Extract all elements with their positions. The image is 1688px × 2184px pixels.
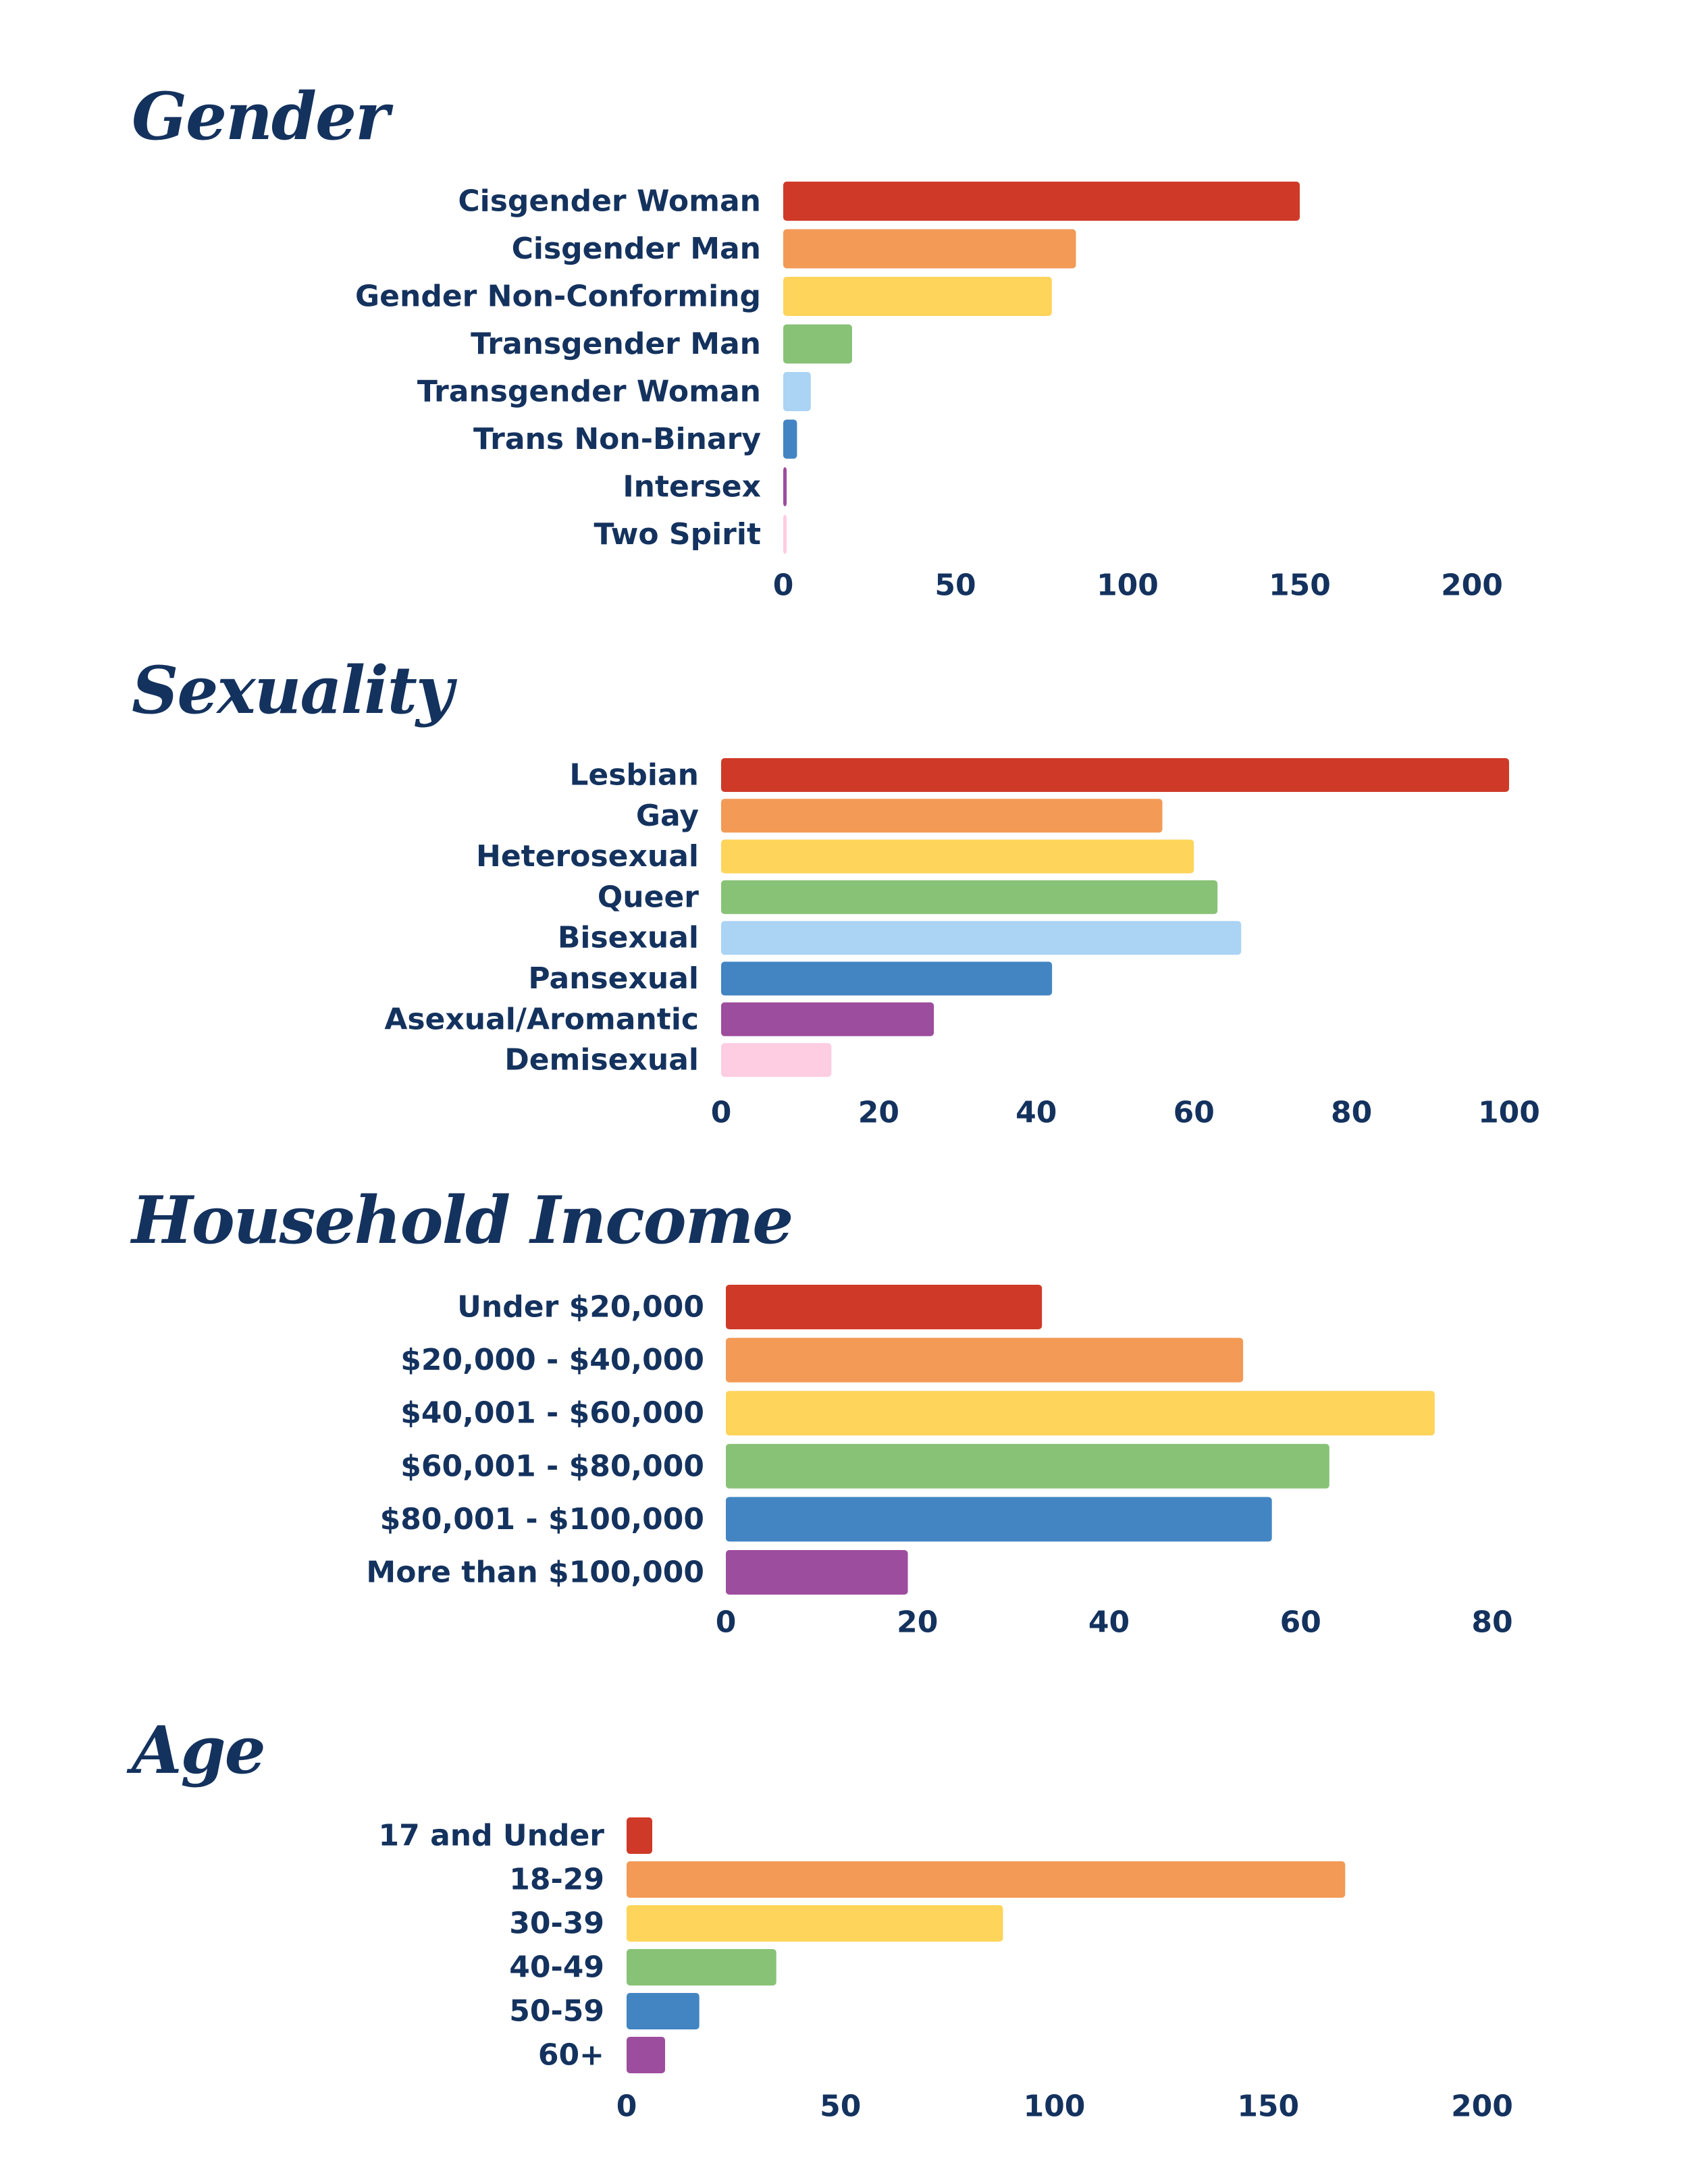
bar-income-4 (726, 1497, 1272, 1542)
bar-sexuality-6 (721, 1002, 934, 1036)
category-label: Queer (598, 880, 699, 914)
bar-income-2 (726, 1391, 1435, 1436)
category-label: Gay (636, 799, 699, 833)
bar-sexuality-1 (721, 799, 1163, 833)
category-label: Pansexual (528, 961, 699, 996)
category-label: 40-49 (509, 1950, 604, 1985)
x-tick-label: 40 (1016, 1096, 1057, 1130)
bar-gender-6 (783, 467, 787, 506)
age-title: Age (132, 1712, 266, 1788)
income-title: Household Income (132, 1182, 793, 1258)
bar-age-5 (627, 2037, 666, 2073)
bar-sexuality-5 (721, 961, 1053, 996)
x-tick-label: 0 (716, 1605, 737, 1640)
category-label: $60,001 - $80,000 (400, 1449, 704, 1483)
x-tick-label: 80 (1471, 1605, 1512, 1640)
x-tick-label: 200 (1441, 568, 1503, 603)
bar-gender-7 (783, 514, 787, 554)
x-tick-label: 20 (897, 1605, 938, 1640)
bar-age-1 (627, 1861, 1346, 1898)
x-tick-label: 60 (1173, 1096, 1215, 1130)
bar-income-3 (726, 1443, 1329, 1489)
category-label: Heterosexual (476, 839, 699, 874)
bar-age-2 (627, 1905, 1003, 1942)
bar-gender-5 (783, 419, 797, 459)
category-label: 18-29 (509, 1863, 604, 1897)
bar-age-4 (627, 1993, 700, 2029)
x-tick-label: 60 (1280, 1605, 1321, 1640)
bar-age-3 (627, 1949, 776, 1986)
category-label: 30-39 (509, 1907, 604, 1941)
x-tick-label: 0 (711, 1096, 732, 1130)
bar-income-5 (726, 1550, 908, 1595)
x-tick-label: 100 (1478, 1096, 1540, 1130)
bar-gender-1 (783, 229, 1076, 269)
bar-gender-0 (783, 182, 1300, 221)
category-label: 17 and Under (379, 1819, 605, 1853)
bar-gender-4 (783, 372, 811, 411)
bar-sexuality-4 (721, 921, 1242, 955)
category-label: Transgender Man (471, 327, 761, 361)
category-label: Intersex (623, 470, 761, 504)
x-tick-label: 20 (858, 1096, 899, 1130)
category-label: $20,000 - $40,000 (400, 1343, 704, 1377)
x-tick-label: 150 (1269, 568, 1331, 603)
income-chart: Under $20,000 $20,000 - $40,000 $40,001 - … (366, 1285, 1513, 1640)
x-tick-label: 50 (934, 568, 976, 603)
category-label: Gender Non-Conforming (355, 279, 761, 314)
x-tick-label: 200 (1451, 2089, 1513, 2124)
category-label: Transgender Woman (417, 375, 761, 409)
category-label: Bisexual (558, 921, 699, 955)
x-tick-label: 80 (1331, 1096, 1372, 1130)
x-tick-label: 0 (616, 2089, 637, 2124)
age-chart: 17 and Under 18-29 30-39 40-49 50-59 60+ 0 50 10… (379, 1817, 1513, 2124)
category-label: More than $100,000 (366, 1555, 704, 1590)
x-tick-label: 0 (773, 568, 794, 603)
x-tick-label: 150 (1237, 2089, 1299, 2124)
bar-income-0 (726, 1285, 1043, 1329)
category-label: Lesbian (569, 758, 699, 793)
category-label: Cisgender Man (512, 232, 761, 266)
category-label: Demisexual (504, 1043, 699, 1077)
x-tick-label: 100 (1097, 568, 1159, 603)
x-tick-label: 40 (1088, 1605, 1130, 1640)
category-label: Cisgender Woman (458, 184, 761, 219)
gender-chart: Cisgender Woman Cisgender Man Gender Non-C… (355, 182, 1503, 603)
bar-sexuality-0 (721, 758, 1509, 792)
sexuality-chart: Lesbian Gay Heterosexual Queer Bisexual Panse… (384, 758, 1540, 1130)
category-label: 50-59 (509, 1994, 604, 2029)
category-label: 60+ (538, 2038, 604, 2073)
gender-title: Gender (132, 78, 390, 155)
bar-sexuality-3 (721, 880, 1218, 914)
bar-age-0 (627, 1817, 653, 1854)
category-label: Asexual/Aromantic (384, 1002, 699, 1036)
bar-sexuality-7 (721, 1043, 832, 1077)
bar-income-1 (726, 1337, 1244, 1383)
x-tick-label: 100 (1024, 2089, 1086, 2124)
x-tick-label: 50 (820, 2089, 861, 2124)
category-label: $40,001 - $60,000 (400, 1396, 704, 1431)
bar-gender-2 (783, 277, 1052, 316)
category-label: Trans Non-Binary (473, 422, 761, 456)
category-label: $80,001 - $100,000 (380, 1502, 704, 1537)
bar-sexuality-2 (721, 839, 1194, 874)
bar-gender-3 (783, 324, 852, 364)
category-label: Under $20,000 (457, 1290, 704, 1325)
category-label: Two Spirit (594, 517, 761, 552)
sexuality-title: Sexuality (132, 652, 454, 728)
